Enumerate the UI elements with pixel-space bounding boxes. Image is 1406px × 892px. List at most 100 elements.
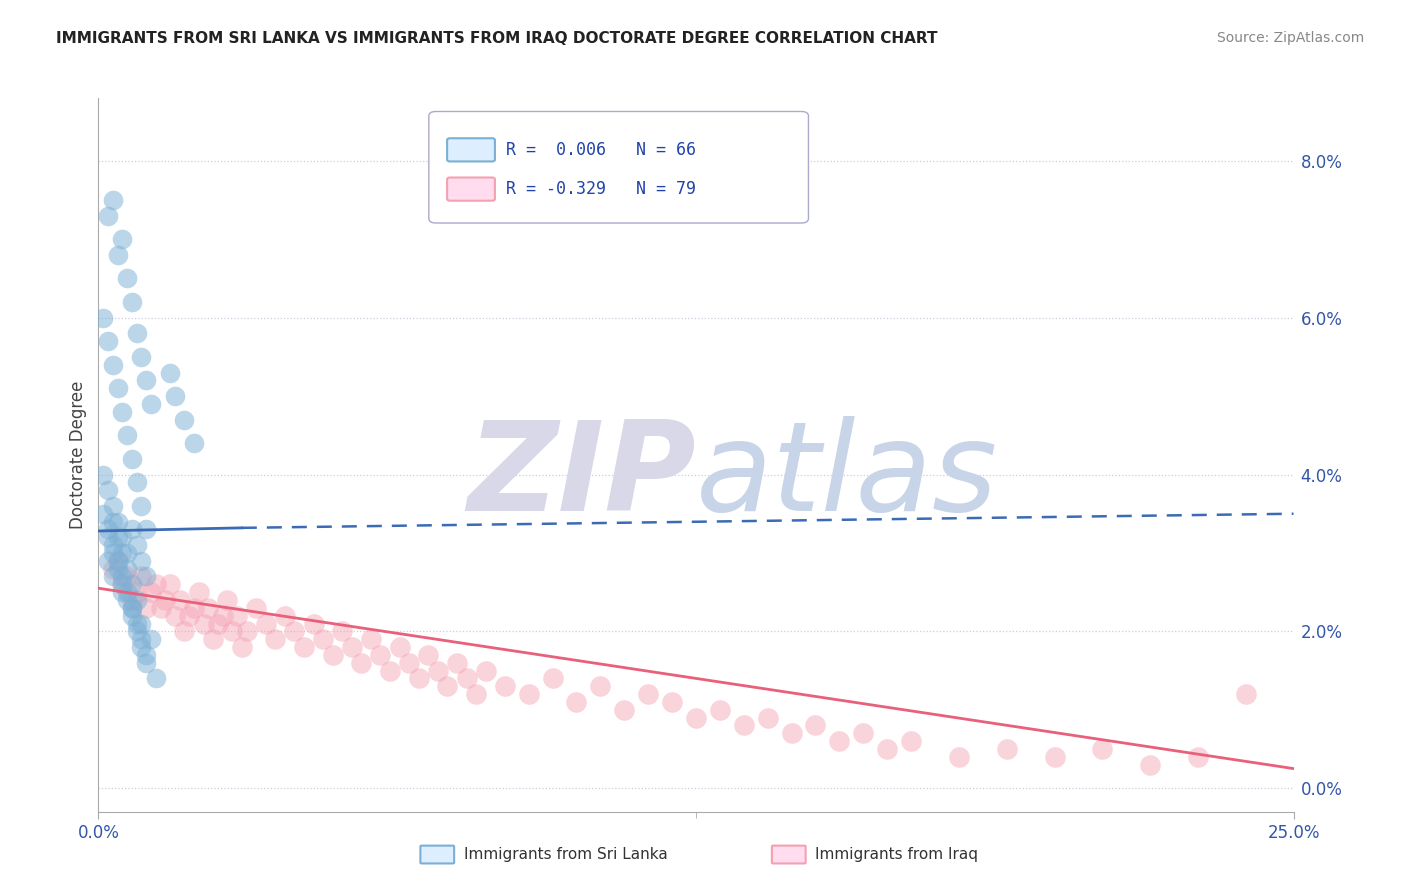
Point <box>173 412 195 426</box>
Point <box>494 679 516 693</box>
Point <box>292 640 315 654</box>
Point <box>121 451 143 466</box>
Point <box>169 593 191 607</box>
Point <box>101 515 124 529</box>
Point <box>370 648 392 662</box>
Point <box>107 530 129 544</box>
Point <box>221 624 243 639</box>
Point <box>111 530 134 544</box>
Point <box>91 467 114 482</box>
Point <box>91 310 114 325</box>
Point <box>388 640 411 654</box>
Point <box>183 600 205 615</box>
Point <box>135 600 157 615</box>
Point <box>125 624 148 639</box>
Point <box>101 561 124 575</box>
Point <box>1139 757 1161 772</box>
Point <box>115 428 138 442</box>
Point <box>948 749 970 764</box>
Point <box>111 577 134 591</box>
Text: Immigrants from Sri Lanka: Immigrants from Sri Lanka <box>464 847 668 862</box>
Text: R = -0.329   N = 79: R = -0.329 N = 79 <box>506 180 696 198</box>
Point <box>589 679 612 693</box>
Point <box>1234 687 1257 701</box>
Point <box>131 569 153 583</box>
Point <box>340 640 363 654</box>
Point <box>1187 749 1209 764</box>
Point <box>101 358 124 372</box>
Point <box>159 577 181 591</box>
Point <box>264 632 287 647</box>
Point <box>97 530 120 544</box>
Point <box>163 389 186 403</box>
Point <box>661 695 683 709</box>
Point <box>135 373 157 387</box>
Point <box>91 507 114 521</box>
Point <box>1091 742 1114 756</box>
Text: Immigrants from Iraq: Immigrants from Iraq <box>815 847 979 862</box>
Point <box>107 381 129 395</box>
Point <box>131 350 153 364</box>
Point <box>360 632 382 647</box>
Point <box>139 585 162 599</box>
Point <box>995 742 1018 756</box>
Point <box>121 295 143 310</box>
Point <box>101 538 124 552</box>
Text: atlas: atlas <box>696 416 998 537</box>
Point <box>202 632 225 647</box>
Point <box>426 664 449 678</box>
Point <box>541 672 564 686</box>
Y-axis label: Doctorate Degree: Doctorate Degree <box>69 381 87 529</box>
Point <box>179 608 201 623</box>
Point <box>139 397 162 411</box>
Point <box>312 632 335 647</box>
Point <box>125 475 148 490</box>
Point <box>121 600 143 615</box>
Point <box>446 656 468 670</box>
Point <box>163 608 186 623</box>
Point <box>97 554 120 568</box>
Point <box>254 616 277 631</box>
Text: R =  0.006   N = 66: R = 0.006 N = 66 <box>506 141 696 159</box>
Point <box>121 577 143 591</box>
Point <box>685 711 707 725</box>
Point <box>125 616 148 631</box>
Point <box>107 554 129 568</box>
Point <box>302 616 325 631</box>
Point <box>121 600 143 615</box>
Point <box>145 577 167 591</box>
Point <box>283 624 305 639</box>
Point <box>115 561 138 575</box>
Point <box>111 232 134 246</box>
Point <box>107 554 129 568</box>
Point <box>183 436 205 450</box>
Point <box>231 640 253 654</box>
Point <box>193 616 215 631</box>
Point <box>756 711 779 725</box>
Point <box>131 632 153 647</box>
Point <box>436 679 458 693</box>
Point <box>97 334 120 349</box>
Point <box>173 624 195 639</box>
Point <box>733 718 755 732</box>
Point <box>125 538 148 552</box>
Point <box>101 193 124 207</box>
Point <box>474 664 496 678</box>
Point <box>135 523 157 537</box>
Point <box>111 585 134 599</box>
Point <box>107 515 129 529</box>
Point <box>115 593 138 607</box>
Point <box>207 616 229 631</box>
Point <box>245 600 267 615</box>
Point <box>900 734 922 748</box>
Point <box>350 656 373 670</box>
Point <box>121 523 143 537</box>
Point <box>565 695 588 709</box>
Point <box>517 687 540 701</box>
Point <box>876 742 898 756</box>
Text: ZIP: ZIP <box>467 416 696 537</box>
Point <box>155 593 177 607</box>
Point <box>135 656 157 670</box>
Point <box>111 405 134 419</box>
Point <box>322 648 344 662</box>
